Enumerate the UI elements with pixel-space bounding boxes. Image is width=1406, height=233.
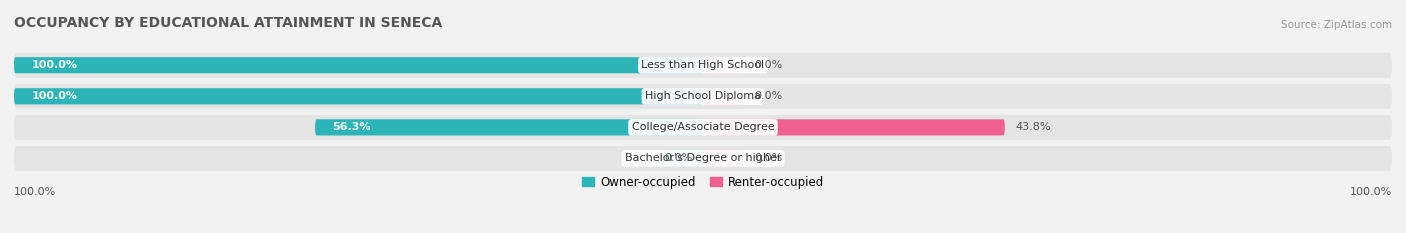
Text: 0.0%: 0.0% bbox=[755, 60, 783, 70]
FancyBboxPatch shape bbox=[14, 115, 1392, 140]
Text: 0.0%: 0.0% bbox=[665, 154, 693, 163]
Text: 100.0%: 100.0% bbox=[14, 187, 56, 197]
Text: 0.0%: 0.0% bbox=[755, 154, 783, 163]
Text: 0.0%: 0.0% bbox=[755, 91, 783, 101]
FancyBboxPatch shape bbox=[703, 150, 744, 167]
FancyBboxPatch shape bbox=[14, 88, 703, 104]
Text: 100.0%: 100.0% bbox=[31, 60, 77, 70]
Text: Less than High School: Less than High School bbox=[641, 60, 765, 70]
FancyBboxPatch shape bbox=[315, 119, 703, 135]
FancyBboxPatch shape bbox=[14, 57, 703, 73]
FancyBboxPatch shape bbox=[703, 57, 744, 73]
Text: High School Diploma: High School Diploma bbox=[645, 91, 761, 101]
Text: Source: ZipAtlas.com: Source: ZipAtlas.com bbox=[1281, 21, 1392, 31]
Text: 56.3%: 56.3% bbox=[332, 122, 371, 132]
Text: OCCUPANCY BY EDUCATIONAL ATTAINMENT IN SENECA: OCCUPANCY BY EDUCATIONAL ATTAINMENT IN S… bbox=[14, 17, 443, 31]
Text: 43.8%: 43.8% bbox=[1015, 122, 1050, 132]
Text: College/Associate Degree: College/Associate Degree bbox=[631, 122, 775, 132]
FancyBboxPatch shape bbox=[703, 88, 744, 104]
Text: 100.0%: 100.0% bbox=[31, 91, 77, 101]
Legend: Owner-occupied, Renter-occupied: Owner-occupied, Renter-occupied bbox=[578, 171, 828, 193]
Text: Bachelor's Degree or higher: Bachelor's Degree or higher bbox=[624, 154, 782, 163]
FancyBboxPatch shape bbox=[662, 150, 703, 167]
Text: 100.0%: 100.0% bbox=[1350, 187, 1392, 197]
FancyBboxPatch shape bbox=[14, 146, 1392, 171]
FancyBboxPatch shape bbox=[703, 119, 1005, 135]
FancyBboxPatch shape bbox=[14, 84, 1392, 109]
FancyBboxPatch shape bbox=[14, 53, 1392, 78]
